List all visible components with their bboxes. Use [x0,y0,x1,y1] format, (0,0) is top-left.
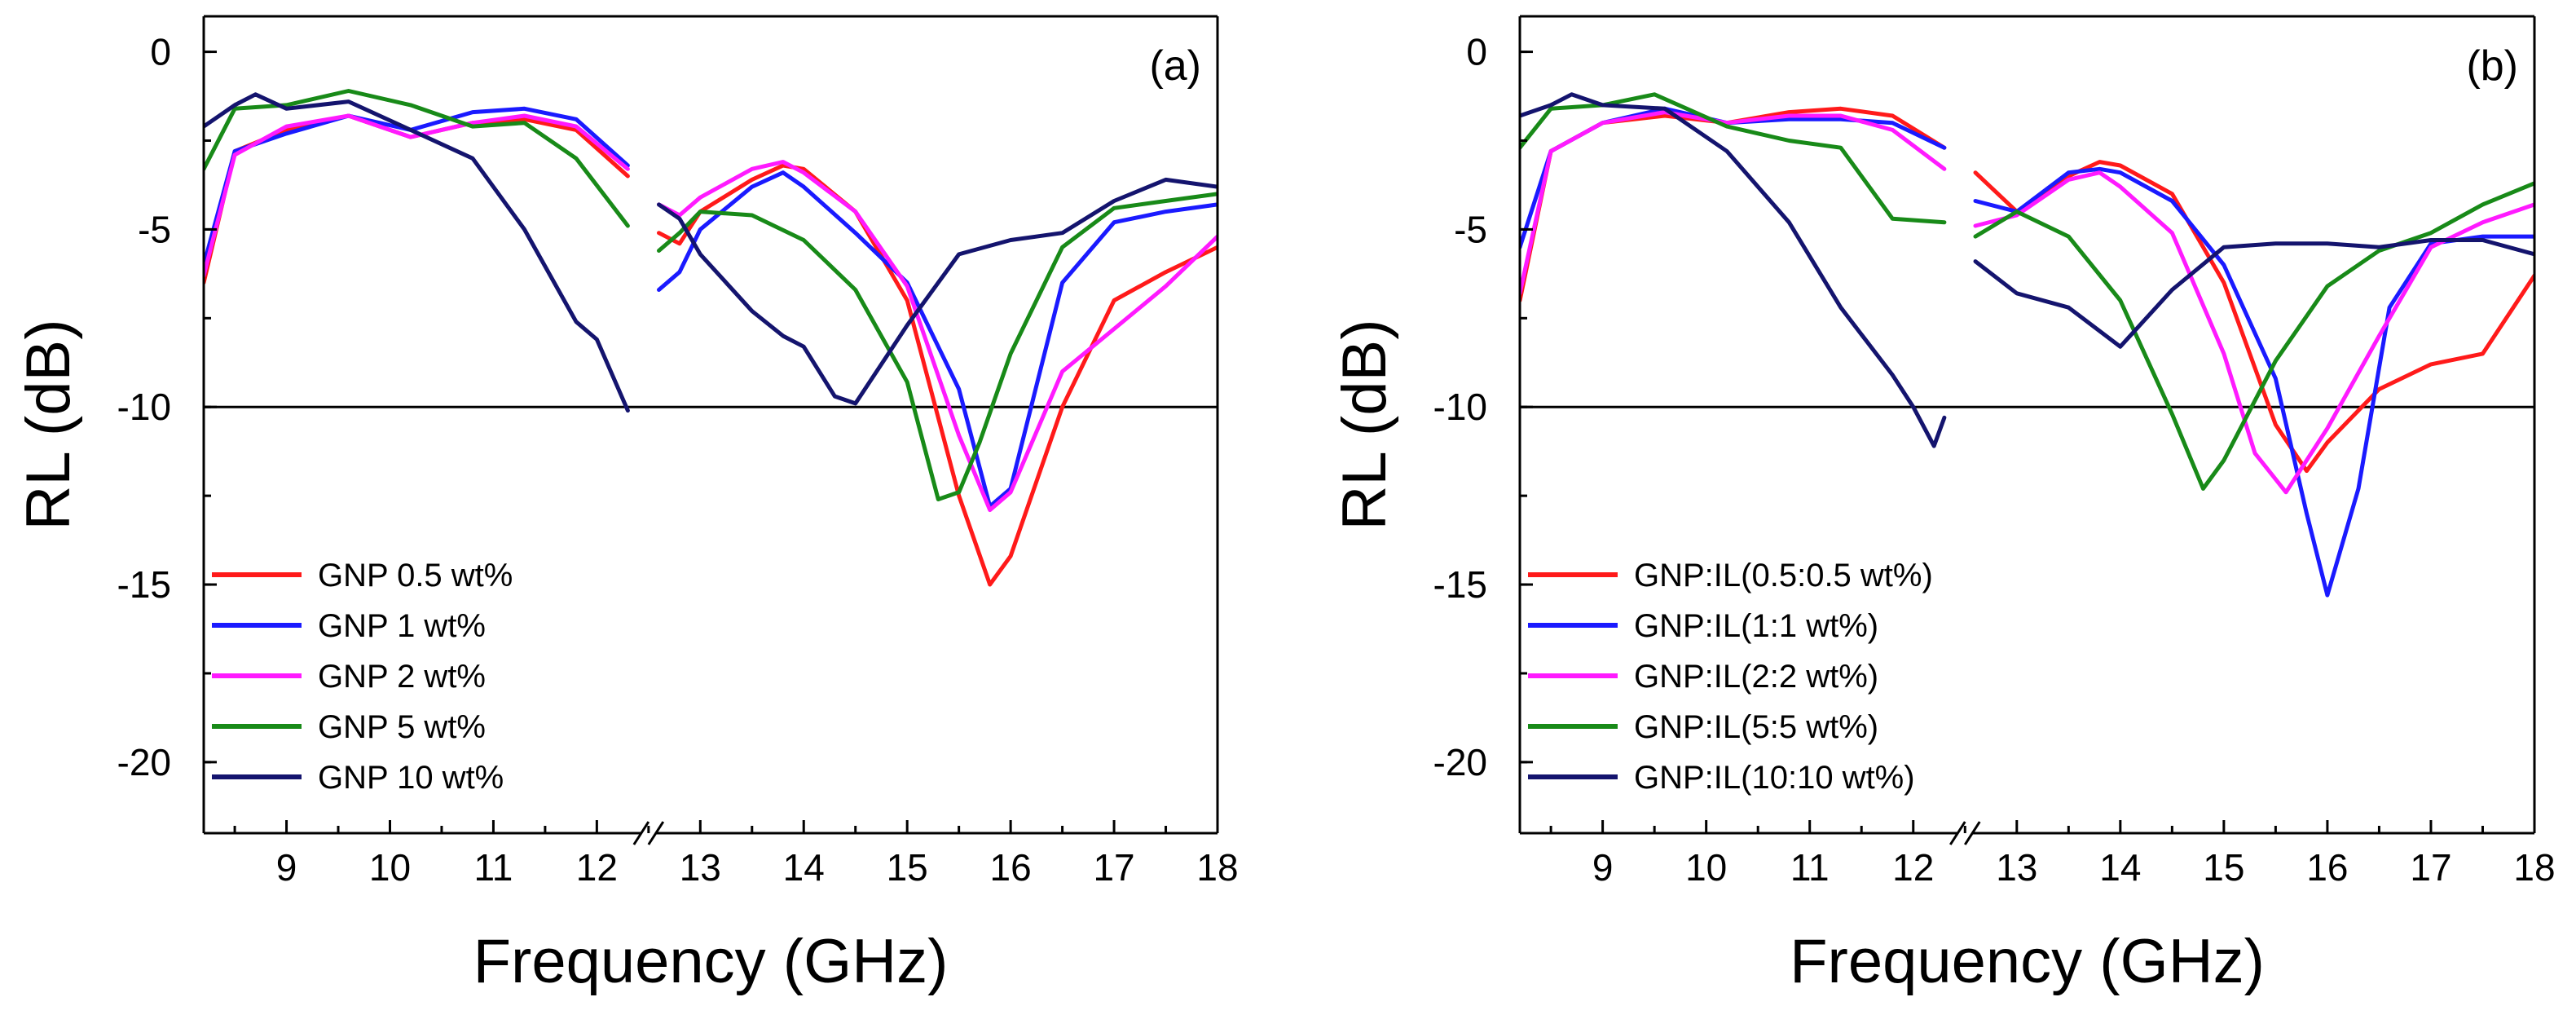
x-tick-label: 12 [576,846,618,889]
series-line-2-high [657,170,1218,509]
x-tick-label: 17 [1093,846,1134,889]
series-line-3-low [1520,110,1947,296]
y-tick-label: -10 [1433,386,1487,428]
chart-panel-a: 9 10 11 12 13 14 15 16 17 18 0 -5 -10 -15 -20 Frequency… [14,15,1239,996]
x-axis-label: Frequency (GHz) [473,927,949,996]
legend-label: GNP 10 wt% [318,760,504,796]
x-tick-label: 14 [2099,846,2141,889]
x-tick-label: 12 [1892,846,1934,889]
series-line-5-high [657,177,1218,406]
series-line-3-high [1973,170,2534,495]
series-lines [1520,92,2534,598]
series-line-4-low [1520,92,1947,225]
legend-label: GNP 0.5 wt% [318,558,513,593]
legend-label: GNP:IL(1:1 wt%) [1634,608,1878,644]
x-tick-label: 11 [1790,846,1830,889]
series-line-4-high [657,192,1218,501]
legend-label: GNP:IL(0.5:0.5 wt%) [1634,558,1933,593]
series-line-5-low [1520,92,1947,448]
series-line-1-high [657,163,1218,587]
legend-label: GNP:IL(10:10 wt%) [1634,760,1915,796]
y-tick-label: -15 [1433,563,1487,606]
x-tick-label: 10 [1685,846,1727,889]
axis-break-mark [1964,821,1981,845]
legend-label: GNP:IL(2:2 wt%) [1634,659,1878,695]
series-line-2-high [1973,166,2534,598]
x-tick-label: 13 [1996,846,2037,889]
x-tick-label: 15 [887,846,928,889]
legend-label: GNP 1 wt% [318,608,486,644]
series-line-4-high [1973,181,2534,491]
x-tick-label: 10 [369,846,411,889]
x-tick-label: 9 [276,846,297,889]
series-line-5-high [1973,238,2534,349]
y-tick-label: 0 [150,31,171,73]
y-axis-label: RL (dB) [1330,319,1399,530]
legend-label: GNP:IL(5:5 wt%) [1634,709,1878,745]
series-line-4-low [204,89,630,228]
legend: GNP:IL(0.5:0.5 wt%) GNP:IL(1:1 wt%) GNP:IL… [1528,558,1933,796]
y-tick-label: -5 [138,208,171,250]
series-line-3-low [204,113,630,278]
panel-label: (a) [1149,42,1201,90]
y-tick-label: -5 [1454,208,1487,250]
x-tick-label: 11 [474,846,513,889]
series-lines [204,89,1218,587]
legend-label: GNP 2 wt% [318,659,486,695]
x-tick-label: 16 [990,846,1032,889]
x-tick-label: 18 [1196,846,1238,889]
x-tick-label: 14 [783,846,825,889]
x-tick-label: 18 [2513,846,2555,889]
chart-panel-b: 9 10 11 12 13 14 15 16 17 18 0 -5 -10 -15 -20 Frequency… [1330,15,2556,996]
axis-break-mark [1949,821,1966,845]
legend-label: GNP 5 wt% [318,709,486,745]
x-tick-label: 17 [2410,846,2451,889]
axis-break-mark [647,821,665,845]
legend: GNP 0.5 wt% GNP 1 wt% GNP 2 wt% GNP 5 wt% GN… [212,558,513,796]
series-line-3-high [657,160,1218,513]
y-axis-label: RL (dB) [14,319,83,530]
panel-label: (b) [2466,42,2518,90]
y-tick-label: 0 [1466,31,1487,73]
y-tick-label: -10 [117,386,171,428]
x-tick-label: 9 [1592,846,1614,889]
y-tick-label: -20 [117,741,171,783]
series-line-1-high [1973,160,2534,474]
x-tick-label: 13 [680,846,721,889]
axis-break-mark [632,821,650,845]
x-tick-label: 16 [2306,846,2348,889]
x-axis-label: Frequency (GHz) [1790,927,2265,996]
x-tick-label: 15 [2203,846,2244,889]
y-tick-label: -20 [1433,741,1487,783]
y-tick-label: -15 [117,563,171,606]
series-line-5-low [204,92,630,413]
